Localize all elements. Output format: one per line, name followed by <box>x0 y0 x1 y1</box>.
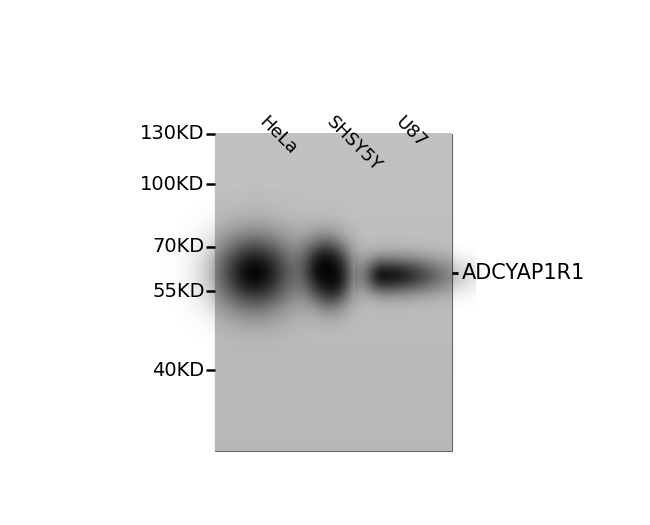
Text: 70KD: 70KD <box>153 237 205 256</box>
Text: HeLa: HeLa <box>255 113 300 158</box>
Text: SHSY5Y: SHSY5Y <box>323 113 385 175</box>
Text: 40KD: 40KD <box>153 361 205 380</box>
Text: 130KD: 130KD <box>140 124 205 143</box>
Text: 55KD: 55KD <box>152 282 205 301</box>
Text: ADCYAP1R1: ADCYAP1R1 <box>462 263 585 283</box>
Bar <box>214 134 452 451</box>
Text: 100KD: 100KD <box>140 175 205 194</box>
Text: U87: U87 <box>391 113 430 151</box>
